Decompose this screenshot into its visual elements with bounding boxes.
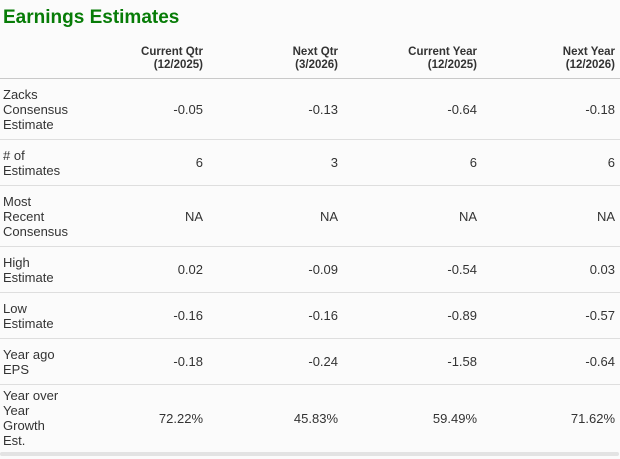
cell-value: -0.18 xyxy=(585,101,615,117)
header-row: Current Qtr (12/2025) Next Qtr (3/2026) … xyxy=(0,29,620,79)
cell-value: -1.58 xyxy=(447,354,477,369)
row-label: Year ago EPS xyxy=(3,346,55,377)
column-label: Current Year xyxy=(408,46,477,58)
column-period: (3/2026) xyxy=(295,59,338,71)
cell-value: 0.02 xyxy=(177,262,203,277)
column-label: Next Year xyxy=(562,46,615,58)
column-label: Next Qtr xyxy=(292,46,338,58)
cell-value: -0.24 xyxy=(308,354,338,369)
column-header-next-qtr: Next Qtr (3/2026) xyxy=(208,29,343,79)
table-row-year-ago-eps: Year ago EPS -0.18 -0.24 -1.58 -0.64 xyxy=(0,339,620,385)
cell-value: -0.89 xyxy=(447,308,477,323)
column-header-current-year: Current Year (12/2025) xyxy=(343,29,482,79)
cell-value: NA xyxy=(319,208,338,224)
row-label: Low Estimate xyxy=(3,300,54,331)
column-period: (12/2025) xyxy=(427,59,477,71)
cell-value: 59.49% xyxy=(432,410,477,426)
cell-value: -0.64 xyxy=(585,354,615,369)
row-label: Most Recent Consensus xyxy=(3,193,69,239)
column-period: (12/2025) xyxy=(153,59,203,71)
cell-value: -0.64 xyxy=(447,101,477,117)
cell-value: -0.16 xyxy=(308,308,338,323)
row-label: Zacks Consensus Estimate xyxy=(3,86,69,132)
row-label: High Estimate xyxy=(3,254,54,285)
cell-value: NA xyxy=(184,208,203,224)
column-label: Current Qtr xyxy=(141,46,203,58)
column-header-current-qtr: Current Qtr (12/2025) xyxy=(70,29,208,79)
table-row-year-over-year-growth-est: Year over Year Growth Est. 72.22% 45.83%… xyxy=(0,385,620,453)
cell-value: 71.62% xyxy=(570,410,615,426)
cell-value: -0.16 xyxy=(173,308,203,323)
cell-value: 72.22% xyxy=(158,410,203,426)
cell-value: -0.05 xyxy=(173,101,203,117)
cell-value: NA xyxy=(458,208,477,224)
cell-value: 0.03 xyxy=(589,262,615,277)
table-row-most-recent-consensus: Most Recent Consensus NA NA NA NA xyxy=(0,186,620,247)
cell-value: 3 xyxy=(330,155,338,170)
header-spacer xyxy=(0,29,70,79)
row-label: # of Estimates xyxy=(3,147,61,178)
cell-value: 6 xyxy=(469,155,477,170)
cell-value: -0.09 xyxy=(308,262,338,277)
cell-value: -0.13 xyxy=(308,101,338,117)
table-row-zacks-consensus-estimate: Zacks Consensus Estimate -0.05 -0.13 -0.… xyxy=(0,79,620,140)
row-label: Year over Year Growth Est. xyxy=(3,388,59,448)
column-header-next-year: Next Year (12/2026) xyxy=(482,29,620,79)
table-row-high-estimate: High Estimate 0.02 -0.09 -0.54 0.03 xyxy=(0,247,620,293)
cell-value: -0.54 xyxy=(447,262,477,277)
earnings-estimates-table: Current Qtr (12/2025) Next Qtr (3/2026) … xyxy=(0,29,620,452)
bottom-divider xyxy=(0,452,619,456)
table-row-number-of-estimates: # of Estimates 6 3 6 6 xyxy=(0,140,620,186)
column-period: (12/2026) xyxy=(565,59,615,71)
cell-value: 6 xyxy=(195,155,203,170)
table-row-low-estimate: Low Estimate -0.16 -0.16 -0.89 -0.57 xyxy=(0,293,620,339)
cell-value: 6 xyxy=(607,155,615,170)
page-title: Earnings Estimates xyxy=(3,7,180,28)
cell-value: NA xyxy=(596,208,615,224)
cell-value: -0.57 xyxy=(585,308,615,323)
cell-value: 45.83% xyxy=(293,410,338,426)
cell-value: -0.18 xyxy=(173,354,203,369)
